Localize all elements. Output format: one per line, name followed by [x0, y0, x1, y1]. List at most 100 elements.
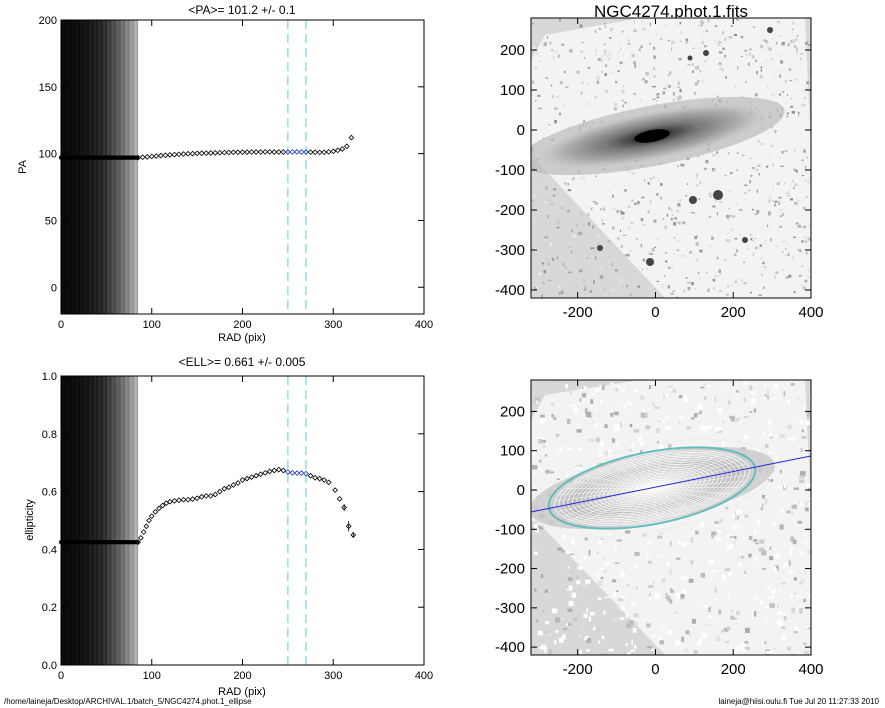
- galaxy-image-noise: [554, 120, 557, 124]
- ellipse-image-mask: [672, 389, 677, 393]
- ellipse-image-mask: [619, 617, 625, 620]
- galaxy-image-noise: [789, 80, 793, 82]
- galaxy-image-noise: [793, 45, 797, 48]
- ellipse-image-mask: [640, 412, 646, 418]
- galaxy-image-noise: [621, 89, 625, 94]
- galaxy-image-noise: [561, 43, 565, 46]
- galaxy-image-noise: [709, 244, 712, 247]
- ellipse-image-mask: [769, 603, 775, 608]
- galaxy-image-noise: [601, 218, 604, 222]
- galaxy-image-noise: [769, 157, 772, 159]
- galaxy-image-noise: [788, 274, 792, 278]
- galaxy-image-noise: [696, 184, 699, 187]
- galaxy-image-noise: [642, 281, 646, 286]
- ellipse-image-mask: [632, 628, 637, 633]
- ellipse-image-mask: [744, 641, 749, 644]
- p1-xtick-label: 100: [143, 319, 161, 331]
- ellipse-image-mask: [538, 438, 543, 444]
- galaxy-image-noise: [544, 201, 547, 204]
- galaxy-image-noise: [598, 267, 602, 270]
- galaxy-image-noise: [754, 237, 757, 239]
- ellipse-image-mask: [659, 640, 664, 645]
- galaxy-image-noise: [765, 40, 768, 44]
- galaxy-image-noise: [595, 175, 597, 177]
- ellipse-image-mask: [684, 648, 688, 653]
- galaxy-image-noise: [645, 72, 649, 76]
- p1-point: [162, 152, 169, 159]
- galaxy-image-noise: [676, 86, 681, 88]
- img2-xtick-label: 0: [651, 661, 659, 678]
- ellipse-image-mask: [545, 594, 550, 599]
- galaxy-image-noise: [586, 257, 589, 259]
- galaxy-image-noise: [765, 59, 768, 63]
- ellipse-image-mask: [629, 423, 633, 428]
- galaxy-image-noise: [805, 251, 808, 255]
- ellipse-image-mask: [801, 429, 805, 433]
- p1-point: [271, 149, 278, 155]
- galaxy-image-noise: [742, 261, 746, 264]
- ellipse-image-mask: [781, 626, 786, 629]
- galaxy-image-noise: [663, 25, 667, 28]
- img1-ytick-label: -400: [495, 282, 525, 299]
- ellipse-image-ray: [559, 487, 653, 496]
- ellipse-image-mask: [790, 382, 795, 386]
- ellipse-image-mask: [760, 600, 763, 605]
- galaxy-image-noise: [772, 185, 774, 188]
- ellipse-image-mask: [724, 640, 729, 644]
- galaxy-image-noise: [714, 247, 716, 250]
- img2-ytick-label: 200: [500, 403, 525, 420]
- ellipse-image-mask: [555, 433, 560, 437]
- galaxy-image-noise: [794, 202, 798, 205]
- galaxy-image-noise: [758, 173, 760, 176]
- p1-point: [239, 149, 246, 156]
- ellipse-image-mask: [644, 412, 648, 418]
- galaxy-image-noise: [604, 43, 606, 46]
- p1-point: [298, 149, 305, 155]
- galaxy-image-noise: [663, 76, 665, 78]
- p1-point: [185, 150, 191, 157]
- galaxy-image-noise: [786, 94, 789, 96]
- galaxy-image-noise: [665, 82, 667, 85]
- galaxy-image-noise: [796, 35, 799, 38]
- p2-point: [244, 475, 250, 482]
- galaxy-image-noise: [687, 281, 691, 284]
- img2-ytick-label: -200: [495, 561, 525, 578]
- ellipse-image-mask: [722, 420, 724, 423]
- galaxy-image-noise: [586, 82, 589, 85]
- galaxy-image-noise: [802, 60, 804, 64]
- galaxy-image-noise: [671, 209, 673, 211]
- ellipse-image-mask: [568, 553, 575, 556]
- galaxy-image-noise: [794, 149, 796, 152]
- p2-point: [194, 495, 200, 502]
- galaxy-image-noise: [712, 287, 715, 290]
- ellipse-image-mask: [659, 444, 664, 450]
- galaxy-image-noise: [760, 68, 762, 72]
- ellipse-image-mask: [793, 504, 797, 509]
- galaxy-image-noise: [636, 93, 640, 97]
- galaxy-image-noise: [668, 71, 672, 75]
- ellipse-image-mask: [763, 396, 767, 400]
- p2-point: [248, 474, 255, 481]
- galaxy-image-noise: [640, 245, 643, 248]
- ellipse-image-mask: [588, 549, 591, 556]
- ellipse-image-mask: [809, 397, 811, 401]
- galaxy-image-noise: [678, 81, 680, 85]
- ellipse-image-mask: [790, 511, 794, 515]
- ellipse-image-mask: [647, 541, 651, 545]
- ellipse-image-mask: [743, 397, 746, 403]
- galaxy-image-noise: [585, 287, 588, 290]
- ellipse-image-mask: [699, 410, 702, 414]
- galaxy-image-noise: [579, 231, 582, 236]
- galaxy-image-noise: [714, 275, 716, 278]
- ellipse-image-mask: [696, 641, 701, 646]
- galaxy-image-noise: [719, 272, 722, 276]
- ellipse-image-mask: [717, 430, 722, 433]
- galaxy-image-star: [646, 258, 654, 266]
- ellipse-image-mask: [755, 542, 759, 545]
- galaxy-image-noise: [590, 207, 593, 211]
- ellipse-image-mask: [601, 384, 605, 391]
- galaxy-image-noise: [786, 115, 789, 118]
- galaxy-image-noise: [804, 239, 808, 244]
- ellipse-image-mask: [770, 577, 772, 579]
